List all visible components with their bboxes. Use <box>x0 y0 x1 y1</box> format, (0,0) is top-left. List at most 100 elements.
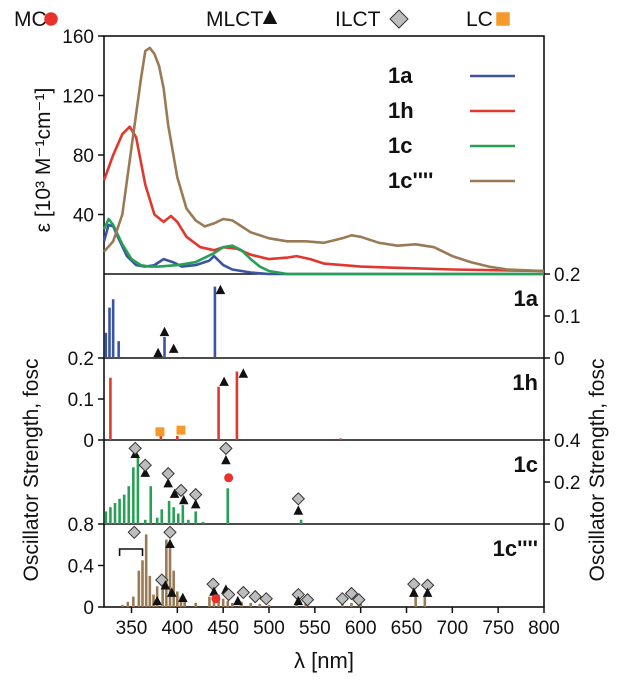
circle-marker <box>211 594 221 604</box>
square-marker <box>176 425 186 435</box>
series-line-4 <box>103 46 545 273</box>
panel-frames: 350 400 450 500 550 600 650 700 750 800 <box>103 35 560 639</box>
x-tick-label: 600 <box>345 618 377 639</box>
y-tick-label: 40 <box>73 206 94 227</box>
y-tick-label: 0.1 <box>68 390 94 411</box>
diamond-marker <box>248 589 262 604</box>
diamond-marker <box>128 441 142 456</box>
y-tick-label: 0.4 <box>68 557 95 578</box>
triangle-marker <box>178 494 189 505</box>
x-tick-label: 700 <box>436 618 468 639</box>
series-line-2 <box>102 125 545 273</box>
diamond-marker <box>127 525 141 540</box>
circle-marker <box>44 12 58 26</box>
diamond-marker <box>352 593 366 607</box>
diamond-marker <box>138 458 152 472</box>
y-tick-label: 0 <box>83 598 94 619</box>
triangle-marker <box>153 347 163 358</box>
square-marker <box>496 12 510 26</box>
legend-entry-label: 1h <box>388 98 414 123</box>
diamond-marker <box>291 492 306 506</box>
marker-legend: MC MLCT ILCT LC <box>14 8 510 31</box>
triangle-marker <box>163 478 173 488</box>
legend-entry-label: 1c'''' <box>388 168 433 193</box>
triangle-marker <box>169 488 180 498</box>
diamond-marker <box>188 487 203 502</box>
triangle-marker <box>293 595 304 606</box>
oscillator-panel-1a: 0 0.1 0.2 1a <box>104 265 580 370</box>
legend-entry-label: 1a <box>388 63 413 88</box>
x-tick-label: 750 <box>482 618 514 639</box>
triangle-marker <box>152 595 162 606</box>
diamond-marker <box>219 441 233 456</box>
legend-entry-label: 1c <box>388 133 412 158</box>
x-tick-label: 450 <box>207 618 239 639</box>
triangle-marker <box>165 538 175 549</box>
oscillator-panel-1c-prime: 0 0.4 0.8 1c'''' <box>68 515 538 619</box>
triangle-marker <box>178 592 188 602</box>
diamond-marker <box>389 9 409 29</box>
oscillator-panel-1h: 0 0.1 0.2 1h <box>68 349 538 452</box>
absorption-panel: 40 80 120 160 1a 1h 1c 1c'''' <box>62 27 545 276</box>
diamond-marker <box>344 586 359 601</box>
diamond-marker <box>163 525 177 540</box>
diamond-marker <box>221 587 236 602</box>
y-tick-label: 0.2 <box>68 349 94 370</box>
y-tick-label: 0.8 <box>68 515 94 536</box>
triangle-marker <box>167 587 177 597</box>
triangle-marker <box>409 587 419 597</box>
triangle-marker <box>160 580 171 590</box>
y-axis-title-left: Oscillator Strength, fosc <box>20 359 43 582</box>
legend-label-mc: MC <box>14 8 47 31</box>
y-tick-label: 0 <box>83 431 94 452</box>
panel-label: 1a <box>514 286 539 311</box>
diamond-marker <box>174 483 188 498</box>
legend-label-ilct: ILCT <box>335 8 381 31</box>
y-tick-label: 0 <box>554 515 565 536</box>
x-tick-label: 500 <box>253 618 285 639</box>
triangle-marker <box>262 10 278 24</box>
panel-label: 1h <box>512 370 538 395</box>
triangle-marker <box>233 595 243 606</box>
x-tick-label: 350 <box>116 618 148 639</box>
triangle-marker <box>209 586 219 596</box>
group-bracket <box>118 548 144 556</box>
diamond-marker <box>236 585 251 600</box>
triangle-marker <box>219 376 229 386</box>
x-tick-label: 800 <box>528 618 560 639</box>
x-axis-title: λ [nm] <box>294 648 354 673</box>
panel-label: 1c'''' <box>493 536 538 561</box>
triangle-marker <box>215 284 226 295</box>
diamond-marker <box>161 466 175 481</box>
x-tick-label: 550 <box>299 618 331 639</box>
y-tick-label: 0.4 <box>554 431 581 452</box>
diamond-marker <box>259 591 273 606</box>
y-tick-label: 160 <box>62 27 94 48</box>
triangle-marker <box>221 455 231 465</box>
y-tick-label: 120 <box>62 87 94 108</box>
triangle-marker <box>168 343 179 353</box>
y-tick-label: 0.2 <box>554 473 580 494</box>
triangle-marker <box>190 499 201 509</box>
legend-label-lc: LC <box>466 8 493 31</box>
triangle-marker <box>140 467 151 477</box>
y-tick-label: 0.2 <box>554 265 580 286</box>
y-tick-label: 0 <box>554 349 565 370</box>
diamond-marker <box>335 591 350 606</box>
triangle-marker <box>422 587 433 597</box>
y-axis-title-epsilon: ε [10³ M⁻¹cm⁻¹] <box>32 88 55 233</box>
x-tick-label: 650 <box>391 618 423 639</box>
x-tick-label: 400 <box>161 618 193 639</box>
diamond-marker <box>300 593 315 607</box>
y-tick-label: 0.1 <box>554 307 580 328</box>
series-line-3 <box>102 217 544 276</box>
oscillator-panel-1c: 0 0.2 0.4 1c <box>104 431 581 536</box>
circle-marker <box>224 473 234 483</box>
triangle-marker <box>293 505 304 515</box>
y-tick-label: 80 <box>73 146 94 167</box>
triangle-marker <box>238 368 249 378</box>
square-marker <box>155 427 165 437</box>
panel-label: 1c <box>514 452 538 477</box>
y-axis-title-right: Oscillator Strength, fosc <box>586 359 609 582</box>
